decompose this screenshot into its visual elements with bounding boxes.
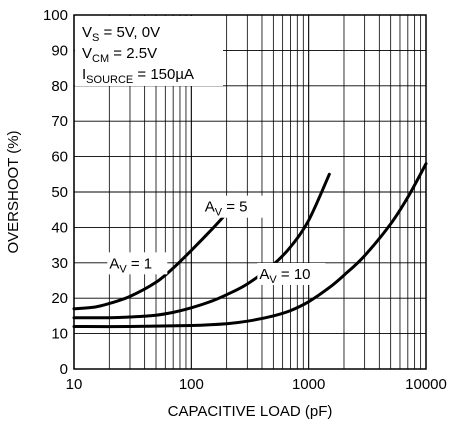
series-label-background <box>107 252 168 275</box>
condition-line: VS = 5V, 0V <box>82 24 160 44</box>
y-axis-label: OVERSHOOT (%) <box>5 130 22 253</box>
y-tick-label: 10 <box>51 326 68 343</box>
series-labels: AV = 1 AV = 5 AV = 10 <box>107 195 326 286</box>
series-label-2: AV = 5 <box>205 199 248 219</box>
y-tick-label: 0 <box>60 361 68 378</box>
y-tick-label: 100 <box>43 7 68 24</box>
y-tick-label: 50 <box>51 184 68 201</box>
conditions-background <box>75 16 223 86</box>
x-tick-label: 10000 <box>405 376 447 393</box>
x-tick-label: 10 <box>66 376 83 393</box>
y-tick-label: 60 <box>51 149 68 166</box>
series-label-1: AV = 1 <box>109 255 152 275</box>
series-label-background <box>202 195 263 218</box>
y-tick-label: 20 <box>51 290 68 307</box>
y-tick-label: 70 <box>51 113 68 130</box>
series-line-3 <box>72 162 428 329</box>
x-tick-label: 1000 <box>292 376 325 393</box>
series-line-2 <box>72 172 331 320</box>
y-tick-label: 30 <box>51 255 68 272</box>
series-lines <box>72 162 428 329</box>
y-tick-label: 90 <box>51 42 68 59</box>
condition-line: ISOURCE = 150µA <box>82 66 194 86</box>
plot-frame <box>73 14 427 370</box>
x-axis-label: CAPACITIVE LOAD (pF) <box>168 403 333 420</box>
y-tick-labels: 0 10 20 30 40 50 60 70 80 90 100 <box>43 7 68 378</box>
condition-line: VCM = 2.5V <box>82 45 157 65</box>
series-label-3: AV = 10 <box>259 266 310 286</box>
y-tick-label: 40 <box>51 219 68 236</box>
x-tick-label: 100 <box>179 376 204 393</box>
y-tick-label: 80 <box>51 78 68 95</box>
x-tick-labels: 10 100 1000 10000 <box>66 376 447 393</box>
series-line-1 <box>72 211 229 311</box>
series-label-background <box>257 262 326 285</box>
